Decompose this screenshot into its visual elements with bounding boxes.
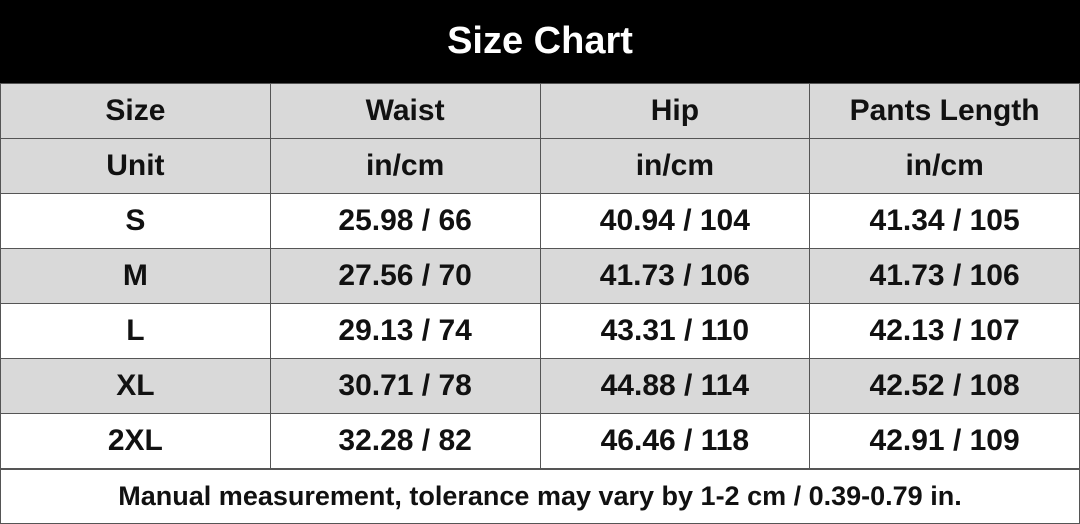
cell: Size bbox=[0, 83, 271, 139]
data-row: 2XL 32.28 / 82 46.46 / 118 42.91 / 109 bbox=[0, 413, 1080, 469]
cell: 25.98 / 66 bbox=[269, 193, 541, 249]
cell: 41.34 / 105 bbox=[809, 193, 1080, 249]
data-row: XL 30.71 / 78 44.88 / 114 42.52 / 108 bbox=[0, 358, 1080, 414]
data-row: L 29.13 / 74 43.31 / 110 42.13 / 107 bbox=[0, 303, 1080, 359]
cell: M bbox=[0, 248, 271, 304]
cell: Pants Length bbox=[809, 83, 1080, 139]
cell: 29.13 / 74 bbox=[269, 303, 541, 359]
cell: 2XL bbox=[0, 413, 271, 469]
cell: Waist bbox=[269, 83, 541, 139]
cell: in/cm bbox=[269, 138, 541, 194]
cell: 42.91 / 109 bbox=[809, 413, 1080, 469]
cell: 42.13 / 107 bbox=[809, 303, 1080, 359]
cell: 46.46 / 118 bbox=[539, 413, 811, 469]
cell: 42.52 / 108 bbox=[809, 358, 1080, 414]
data-row: M 27.56 / 70 41.73 / 106 41.73 / 106 bbox=[0, 248, 1080, 304]
header-row: Size Waist Hip Pants Length bbox=[0, 83, 1080, 139]
unit-row: Unit in/cm in/cm in/cm bbox=[0, 138, 1080, 194]
cell: 30.71 / 78 bbox=[269, 358, 541, 414]
cell: 43.31 / 110 bbox=[539, 303, 811, 359]
cell: 41.73 / 106 bbox=[809, 248, 1080, 304]
cell: in/cm bbox=[809, 138, 1080, 194]
cell: S bbox=[0, 193, 271, 249]
size-table: Size Waist Hip Pants Length Unit in/cm in/cm in… bbox=[0, 83, 1080, 469]
cell: 27.56 / 70 bbox=[269, 248, 541, 304]
cell: L bbox=[0, 303, 271, 359]
cell: 41.73 / 106 bbox=[539, 248, 811, 304]
data-row: S 25.98 / 66 40.94 / 104 41.34 / 105 bbox=[0, 193, 1080, 249]
cell: 32.28 / 82 bbox=[269, 413, 541, 469]
cell: XL bbox=[0, 358, 271, 414]
title: Size Chart bbox=[0, 0, 1080, 83]
cell: in/cm bbox=[539, 138, 811, 194]
cell: 40.94 / 104 bbox=[539, 193, 811, 249]
cell: 44.88 / 114 bbox=[539, 358, 811, 414]
footer-note: Manual measurement, tolerance may vary b… bbox=[0, 469, 1080, 524]
cell: Unit bbox=[0, 138, 271, 194]
cell: Hip bbox=[539, 83, 811, 139]
